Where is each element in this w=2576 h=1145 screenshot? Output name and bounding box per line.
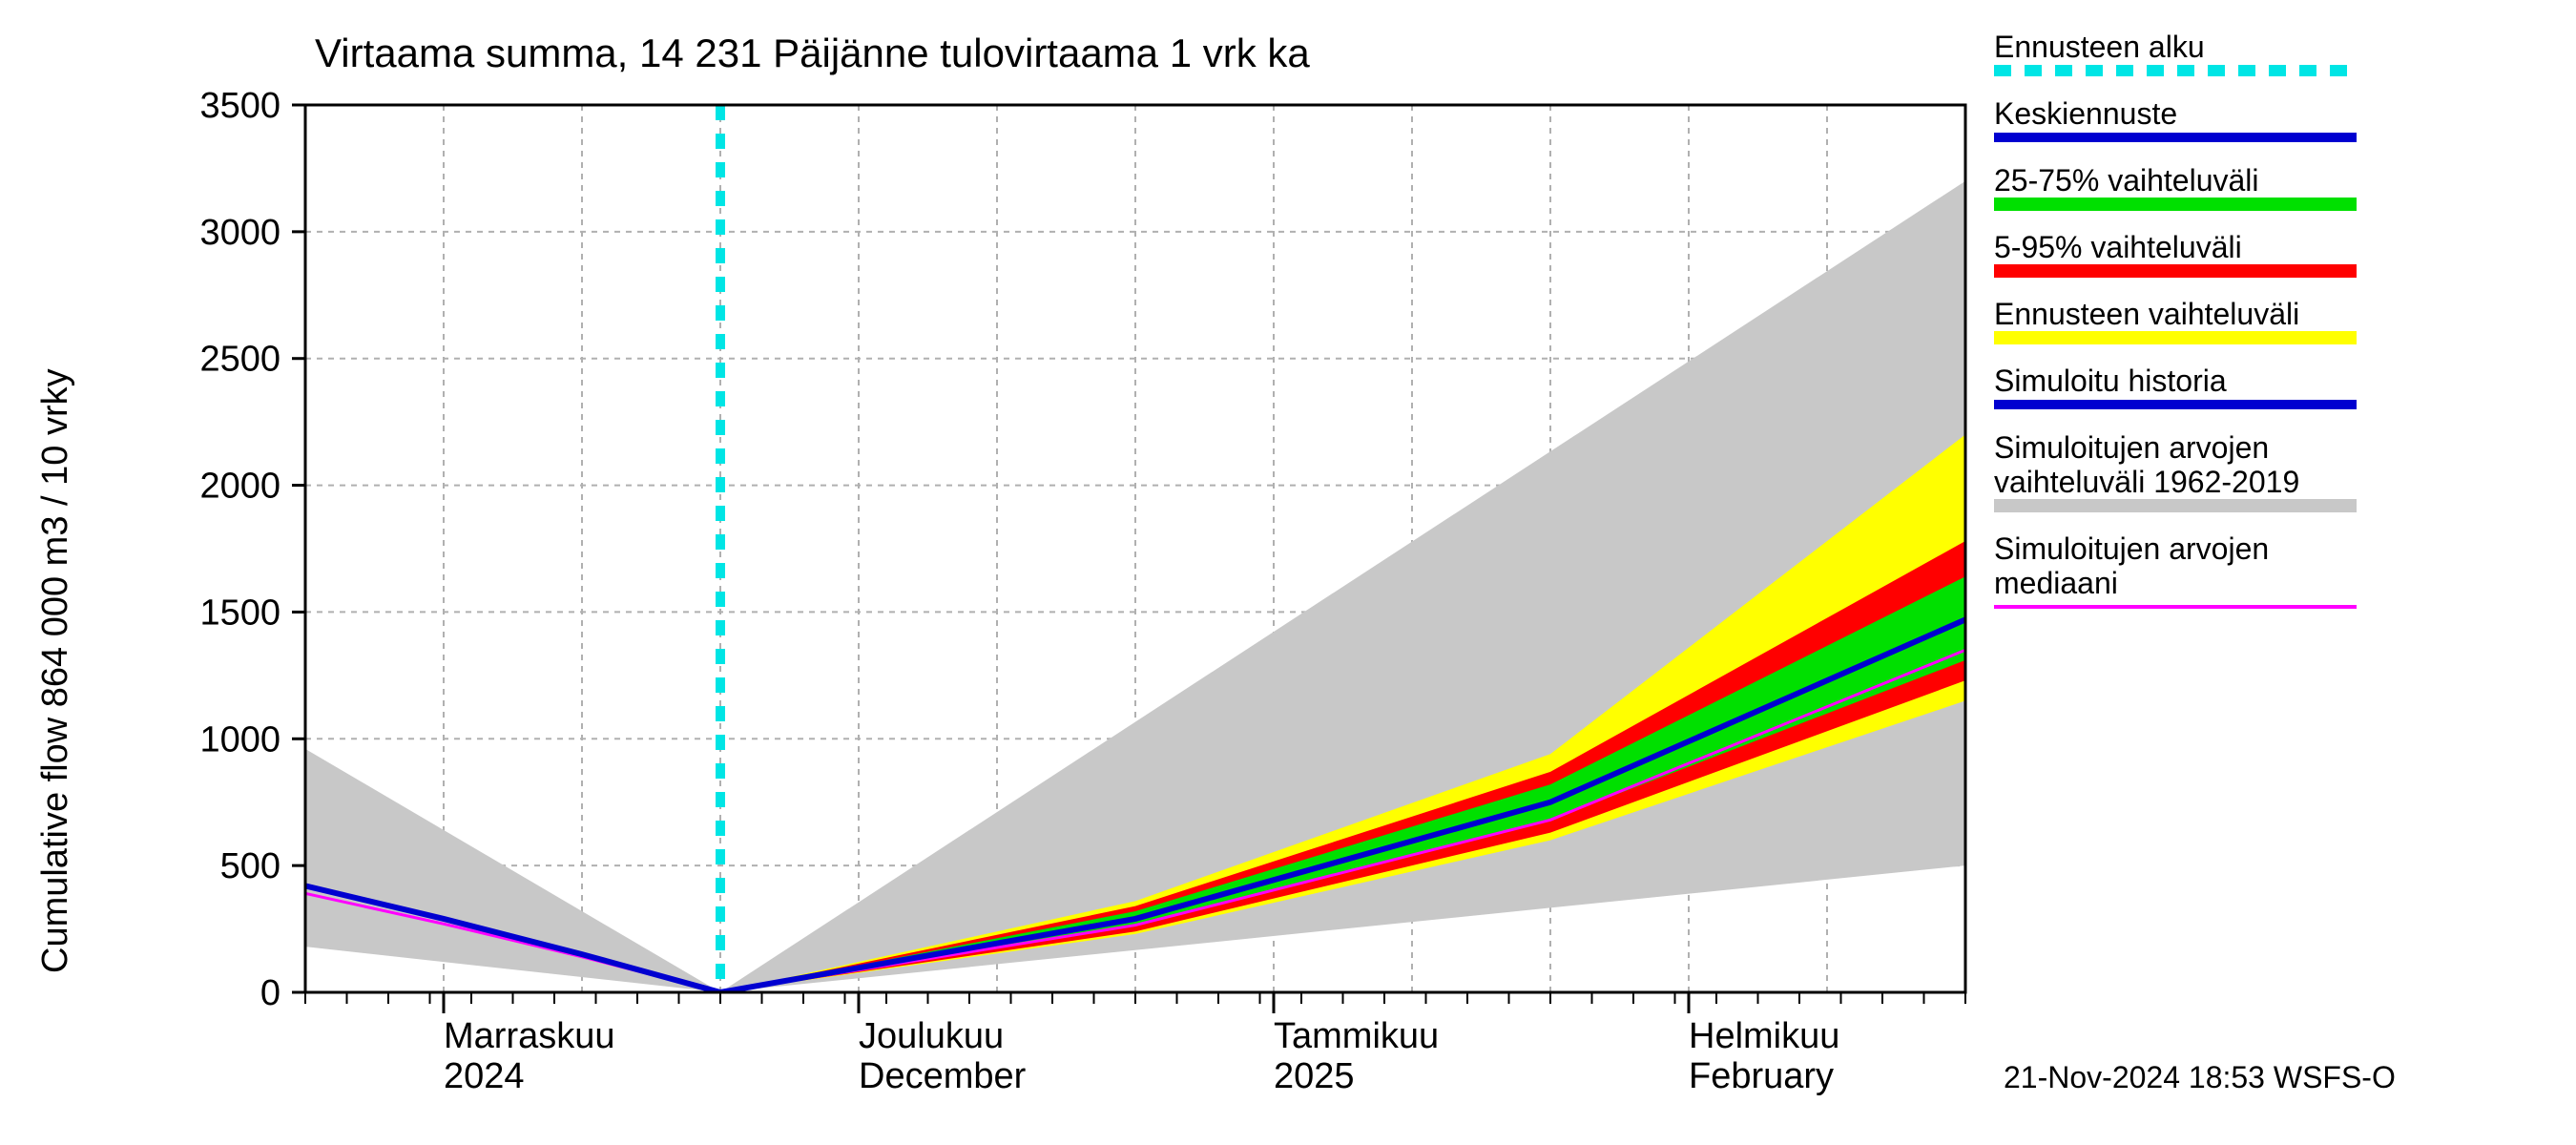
ytick-label: 3500 xyxy=(199,86,280,126)
legend-label: 25-75% vaihteluväli xyxy=(1994,163,2259,198)
ytick-label: 500 xyxy=(220,846,280,886)
ytick-label: 2500 xyxy=(199,340,280,380)
ytick-label: 2000 xyxy=(199,467,280,507)
cumulative-flow-chart: 0500100015002000250030003500Marraskuu202… xyxy=(0,0,2576,1145)
legend-label: vaihteluväli 1962-2019 xyxy=(1994,465,2299,499)
x-month-label: Marraskuu xyxy=(444,1016,615,1056)
x-month-sublabel: February xyxy=(1689,1056,1834,1096)
ytick-label: 3000 xyxy=(199,213,280,253)
legend-swatch xyxy=(1994,198,2357,211)
ytick-label: 1500 xyxy=(199,593,280,633)
x-month-sublabel: 2025 xyxy=(1274,1056,1355,1096)
ytick-label: 0 xyxy=(260,973,280,1013)
legend-label: Simuloitu historia xyxy=(1994,364,2227,398)
ytick-label: 1000 xyxy=(199,719,280,760)
legend-label: Simuloitujen arvojen xyxy=(1994,531,2269,566)
x-month-sublabel: December xyxy=(859,1056,1027,1096)
legend-label: 5-95% vaihteluväli xyxy=(1994,230,2242,264)
legend-label: Simuloitujen arvojen xyxy=(1994,430,2269,465)
legend-swatch xyxy=(1994,499,2357,512)
x-month-label: Joulukuu xyxy=(859,1016,1004,1056)
x-month-sublabel: 2024 xyxy=(444,1056,525,1096)
chart-title: Virtaama summa, 14 231 Päijänne tulovirt… xyxy=(315,31,1310,75)
legend-label: Ennusteen vaihteluväli xyxy=(1994,297,2299,331)
legend-swatch xyxy=(1994,331,2357,344)
legend-swatch xyxy=(1994,264,2357,278)
legend-label: mediaani xyxy=(1994,566,2118,600)
legend-label: Keskiennuste xyxy=(1994,96,2177,131)
x-month-label: Helmikuu xyxy=(1689,1016,1839,1056)
legend-label: Ennusteen alku xyxy=(1994,30,2205,64)
x-month-label: Tammikuu xyxy=(1274,1016,1439,1056)
y-axis-label: Cumulative flow 864 000 m3 / 10 vrky xyxy=(35,368,75,973)
chart-footer: 21-Nov-2024 18:53 WSFS-O xyxy=(2004,1060,2396,1094)
